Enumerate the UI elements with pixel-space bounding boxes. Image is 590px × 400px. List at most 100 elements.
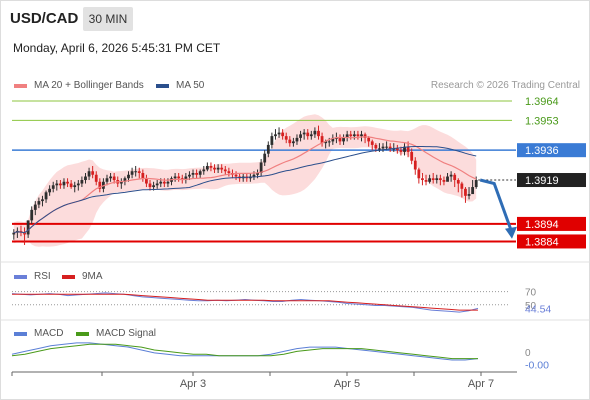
level-tag-2 <box>517 143 586 158</box>
candle-body <box>263 153 267 163</box>
candle-body <box>424 180 428 182</box>
candle-body <box>69 183 73 188</box>
candle-body <box>87 171 91 177</box>
last-price-label: 1.3919 <box>525 175 559 187</box>
candle-body <box>44 192 48 200</box>
candle-body <box>127 174 130 179</box>
legend-macd-signal: MACD Signal <box>76 328 156 339</box>
rsi-ma-swatch <box>62 274 75 279</box>
candle-body <box>309 134 313 137</box>
candle-body <box>123 178 127 182</box>
candle-body <box>266 144 270 154</box>
timeframe-button[interactable]: 30 MIN <box>83 7 133 31</box>
candle-body <box>112 176 116 181</box>
rsi-tick-1: 50 <box>525 301 537 312</box>
candle-body <box>360 134 363 137</box>
candle-body <box>302 132 306 135</box>
x-tick-label-0: Apr 3 <box>180 378 206 390</box>
candle-body <box>98 181 102 189</box>
candle-body <box>381 146 385 149</box>
candle-body <box>109 176 112 179</box>
legend-macd: MACD <box>14 328 63 339</box>
candle-body <box>130 171 134 175</box>
candle-body <box>216 167 220 170</box>
candle-body <box>223 169 227 172</box>
candle-body <box>385 146 388 148</box>
candle-body <box>33 204 37 210</box>
candle-body <box>324 141 328 144</box>
candle-body <box>141 173 145 179</box>
legend-ma20: MA 20 + Bollinger Bands <box>14 80 144 91</box>
candle-body <box>213 167 216 170</box>
candle-body <box>363 134 367 138</box>
macd-last-value: -0.00 <box>525 360 549 372</box>
candle-body <box>23 232 26 235</box>
candle-body <box>277 132 281 135</box>
candle-body <box>274 134 277 137</box>
candle-body <box>270 136 274 145</box>
candle-body <box>51 185 55 189</box>
candle-body <box>205 165 209 170</box>
chart-header: USD/CAD 30 MIN <box>0 0 590 36</box>
candle-body <box>438 178 442 181</box>
candle-body <box>209 165 213 168</box>
macd-series-1 <box>11 343 478 360</box>
candle-body <box>317 130 320 137</box>
candle-body <box>464 188 467 196</box>
candle-body <box>26 220 30 235</box>
projection-arrow <box>479 178 514 234</box>
level-label-2: 1.3936 <box>525 145 559 157</box>
candle-body <box>453 174 457 181</box>
legend-ma50-label: MA 50 <box>176 80 205 91</box>
candle-body <box>306 132 310 137</box>
candle-body <box>91 171 95 175</box>
candle-body <box>162 181 166 184</box>
candle-body <box>335 137 338 139</box>
candle-body <box>134 171 138 173</box>
legend-ma20-label: MA 20 + Bollinger Bands <box>34 80 144 91</box>
candle-body <box>474 180 478 188</box>
candle-body <box>105 178 109 182</box>
candle-body <box>173 176 177 179</box>
candle-body <box>188 174 191 177</box>
candle-body <box>152 185 155 188</box>
legend-rsi-ma: 9MA <box>62 271 103 282</box>
legend-rsi: RSI <box>14 271 51 282</box>
rsi-series-0 <box>11 292 479 313</box>
candle-body <box>428 178 432 182</box>
candle-body <box>374 144 378 149</box>
legend-macd-label: MACD <box>34 328 64 339</box>
candle-body <box>288 139 292 144</box>
candle-body <box>73 185 77 188</box>
candle-body <box>456 180 460 184</box>
last-price-tag <box>517 173 586 188</box>
candle-body <box>66 181 69 184</box>
candle-body <box>281 132 285 137</box>
candle-body <box>191 173 195 175</box>
candle-body <box>403 146 406 152</box>
macd-panel: 0-0.00 <box>11 342 549 372</box>
level-tag-4 <box>517 234 586 249</box>
level-tag-3 <box>517 216 586 231</box>
candle-body <box>195 173 199 175</box>
candle-body <box>295 137 299 142</box>
x-tick-label-2: Apr 7 <box>468 378 494 390</box>
candle-body <box>342 137 345 142</box>
bollinger-band <box>13 114 477 247</box>
rsi-series-1 <box>12 293 478 311</box>
candle-body <box>76 183 80 186</box>
price-levels: 1.3964 1.3953 1.3936 1.3894 1.3884 <box>12 96 586 249</box>
candle-body <box>184 176 188 181</box>
candle-body <box>413 160 417 170</box>
legend-macd-signal-label: MACD Signal <box>96 328 157 339</box>
ma50-line <box>13 146 477 234</box>
candle-body <box>259 162 263 173</box>
candle-body <box>460 183 464 189</box>
candle-body <box>80 180 84 184</box>
rsi-tick-0: 70 <box>525 288 537 299</box>
candle-body <box>349 134 353 137</box>
candle-body <box>41 199 44 202</box>
candle-body <box>388 146 392 149</box>
